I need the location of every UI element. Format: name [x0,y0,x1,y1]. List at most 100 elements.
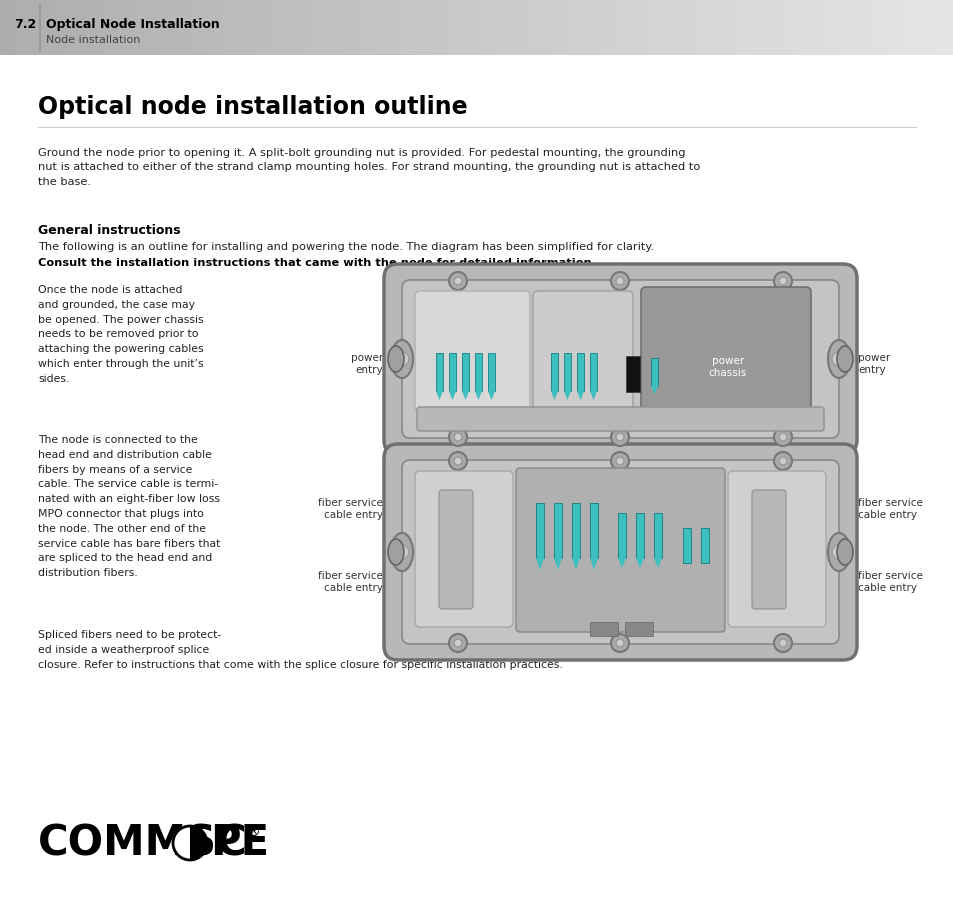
Text: Spliced fibers need to be protect-
ed inside a weatherproof splice
closure. Refe: Spliced fibers need to be protect- ed in… [38,630,562,670]
Bar [86,0,91,55]
Polygon shape [589,391,597,400]
Bar [338,0,344,55]
Bar [272,0,277,55]
Bar [436,353,442,391]
Circle shape [172,826,207,860]
Bar [643,0,649,55]
Bar [554,503,561,558]
Bar [224,0,230,55]
Bar [829,0,835,55]
Bar [300,0,306,55]
Bar [505,0,511,55]
Bar [457,0,463,55]
Bar [257,0,263,55]
Bar [572,0,578,55]
Bar [19,0,25,55]
Polygon shape [650,386,658,394]
Bar [677,0,682,55]
Bar [467,0,473,55]
Bar [157,0,163,55]
Text: Consult the installation instructions that came with the node for detailed infor: Consult the installation instructions th… [38,258,596,268]
Bar [715,0,720,55]
Bar [891,0,897,55]
Bar [10,0,15,55]
Bar [610,0,616,55]
Polygon shape [536,558,543,570]
Bar [429,0,435,55]
Bar [472,0,477,55]
Bar [882,0,887,55]
Bar [872,0,878,55]
Bar [334,0,339,55]
Circle shape [773,428,791,446]
Bar [233,0,239,55]
Ellipse shape [827,533,849,571]
Bar [357,0,363,55]
Text: Ground the node prior to opening it. A split-bolt grounding nut is provided. For: Ground the node prior to opening it. A s… [38,148,700,187]
Circle shape [779,457,786,465]
Bar [443,0,449,55]
Bar [529,0,535,55]
Bar [38,0,44,55]
Bar [858,0,863,55]
Circle shape [831,352,845,366]
Bar [929,0,935,55]
Bar [91,0,96,55]
Bar [886,0,892,55]
Bar [772,0,778,55]
Bar [796,0,801,55]
Bar [810,0,816,55]
Bar [924,0,930,55]
Bar [700,0,706,55]
Bar [658,0,663,55]
FancyBboxPatch shape [533,291,633,413]
Bar [577,0,582,55]
Bar [100,0,106,55]
Bar [791,0,797,55]
Bar [486,0,492,55]
Bar [536,503,543,558]
Text: ®: ® [246,824,261,839]
Bar [753,0,759,55]
Polygon shape [654,558,661,568]
Bar [743,0,749,55]
Bar [200,0,206,55]
Text: Once the node is attached
and grounded, the case may
be opened. The power chassi: Once the node is attached and grounded, … [38,285,203,383]
Circle shape [610,428,628,446]
Polygon shape [551,391,558,400]
Bar [281,0,287,55]
Circle shape [395,352,409,366]
Bar [720,0,725,55]
Bar [267,0,273,55]
Bar [943,0,949,55]
Bar [748,0,754,55]
Circle shape [779,277,786,285]
Bar [853,0,859,55]
Bar [105,0,111,55]
Bar [491,0,497,55]
Bar [667,0,673,55]
Circle shape [454,457,461,465]
Bar [820,0,825,55]
Bar [734,0,740,55]
Bar [129,0,134,55]
Text: fiber service
cable entry: fiber service cable entry [317,571,382,593]
Bar [781,0,787,55]
Bar [848,0,854,55]
FancyBboxPatch shape [727,471,825,627]
Text: fiber service
cable entry: fiber service cable entry [857,498,922,520]
FancyBboxPatch shape [640,287,810,417]
Bar [48,0,53,55]
Bar [462,0,468,55]
Text: power
entry: power entry [351,353,382,374]
Bar [605,0,611,55]
Bar [143,0,149,55]
Bar [648,0,654,55]
Bar [381,0,387,55]
Bar [538,0,544,55]
Bar [219,0,225,55]
Bar [195,0,201,55]
Bar [172,0,177,55]
Circle shape [616,433,623,441]
Ellipse shape [836,346,852,372]
